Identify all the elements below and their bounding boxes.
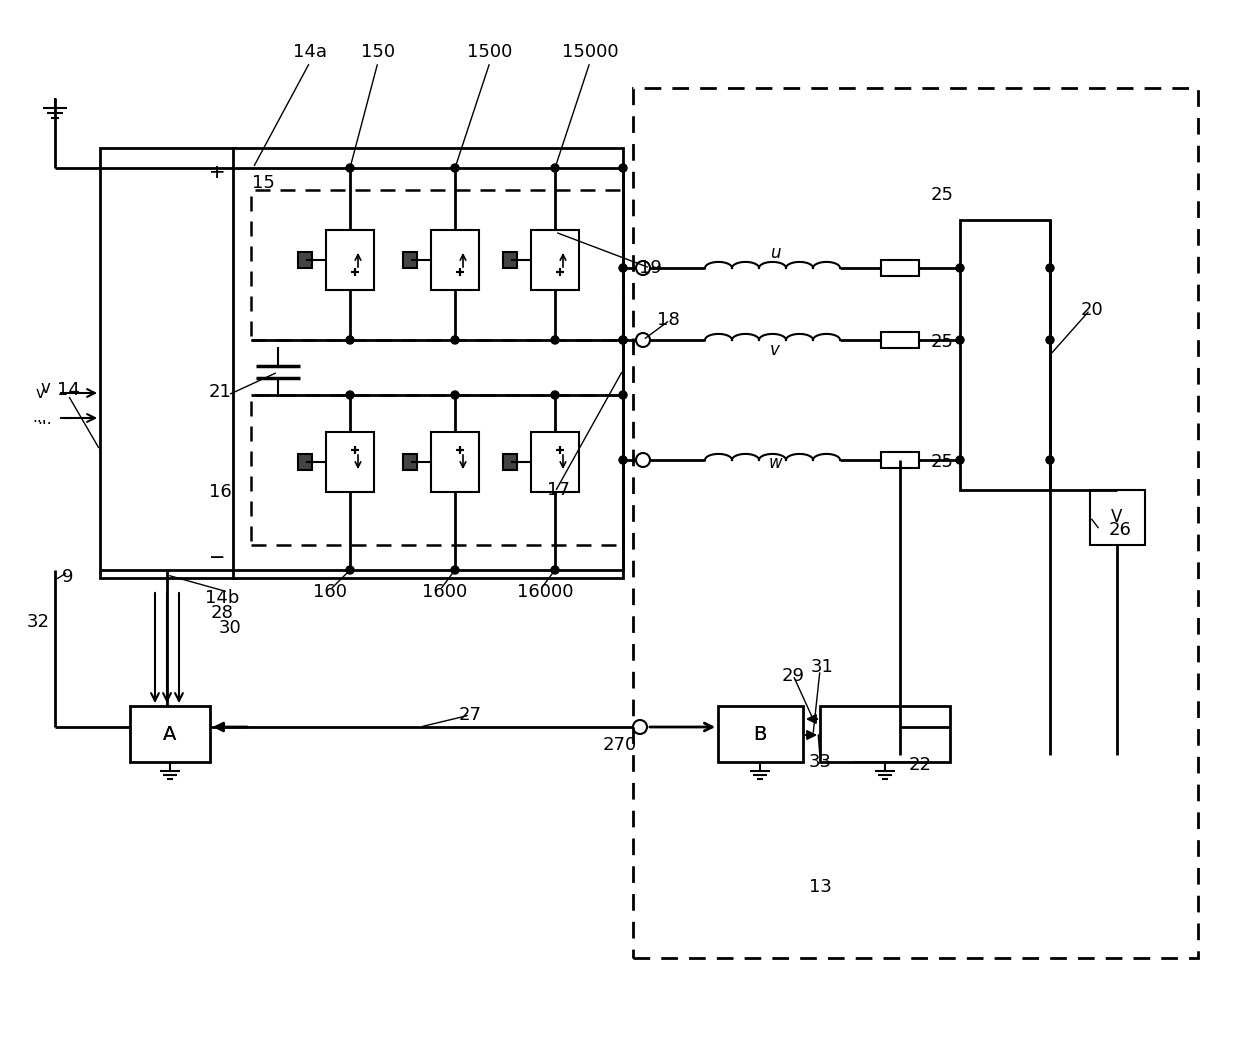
Bar	[531, 230, 579, 290]
Bar	[403, 252, 417, 268]
Text: v: v	[770, 341, 780, 359]
Circle shape	[956, 336, 963, 344]
Text: 33: 33	[808, 753, 832, 771]
Bar	[880, 452, 919, 468]
Text: A: A	[164, 724, 176, 743]
Text: 25: 25	[930, 453, 954, 471]
Text: 15000: 15000	[562, 43, 619, 61]
Bar	[298, 454, 312, 470]
Circle shape	[346, 566, 353, 574]
Text: w: w	[769, 454, 781, 472]
Text: 32: 32	[26, 612, 50, 631]
Circle shape	[451, 164, 459, 172]
Text: 13: 13	[808, 878, 832, 895]
Text: u: u	[770, 244, 780, 262]
Text: 1500: 1500	[467, 43, 512, 61]
Circle shape	[346, 391, 353, 399]
Text: 17: 17	[547, 480, 569, 499]
Text: 1600: 1600	[423, 583, 467, 601]
Circle shape	[956, 456, 963, 464]
Bar	[233, 148, 622, 578]
Circle shape	[346, 336, 353, 344]
Circle shape	[956, 264, 963, 272]
Bar	[503, 252, 517, 268]
Circle shape	[619, 164, 627, 172]
Circle shape	[619, 391, 627, 399]
Text: B: B	[754, 724, 766, 743]
Text: 28: 28	[211, 604, 233, 622]
Text: B: B	[754, 724, 766, 743]
Text: 160: 160	[312, 583, 347, 601]
Text: ...: ...	[32, 411, 47, 426]
Text: −: −	[208, 548, 226, 567]
Bar	[403, 454, 417, 470]
Text: 9: 9	[62, 568, 73, 586]
Text: 14b: 14b	[205, 589, 239, 607]
Bar	[326, 230, 374, 290]
Text: 16000: 16000	[517, 583, 573, 601]
Bar	[880, 332, 919, 348]
Text: −: −	[208, 548, 226, 567]
Text: 19: 19	[639, 259, 661, 277]
Bar	[432, 432, 479, 492]
Text: 20: 20	[1080, 301, 1104, 319]
Circle shape	[451, 566, 459, 574]
Bar	[298, 252, 312, 268]
Text: V: V	[1111, 508, 1122, 526]
Text: 27: 27	[459, 706, 481, 724]
Bar	[250, 190, 622, 340]
Circle shape	[619, 264, 627, 272]
Circle shape	[619, 456, 627, 464]
Text: 29: 29	[781, 667, 805, 685]
Bar	[503, 454, 517, 470]
Circle shape	[619, 336, 627, 344]
Text: A: A	[164, 724, 176, 743]
Text: 14a: 14a	[293, 43, 327, 61]
Text: +: +	[208, 164, 226, 183]
Text: 25: 25	[930, 333, 954, 351]
Text: 26: 26	[1109, 521, 1131, 539]
Circle shape	[551, 336, 559, 344]
Bar	[632, 88, 1198, 958]
Text: 25: 25	[930, 186, 954, 204]
Bar	[1090, 490, 1145, 545]
Bar	[100, 148, 236, 578]
Bar	[960, 220, 1050, 490]
Bar	[820, 706, 950, 762]
Bar	[432, 230, 479, 290]
Bar	[130, 706, 210, 762]
Circle shape	[451, 336, 459, 344]
Bar	[531, 432, 579, 492]
Circle shape	[1047, 456, 1054, 464]
Bar	[880, 260, 919, 276]
Text: 22: 22	[909, 756, 931, 774]
Circle shape	[451, 391, 459, 399]
Circle shape	[619, 336, 627, 344]
Circle shape	[1047, 336, 1054, 344]
Bar	[250, 395, 622, 545]
Text: 30: 30	[218, 619, 242, 637]
Bar	[718, 706, 804, 762]
Text: 15: 15	[252, 174, 274, 192]
Text: 16: 16	[208, 483, 232, 501]
Text: 21: 21	[208, 383, 232, 401]
Circle shape	[1047, 264, 1054, 272]
Text: ...: ...	[37, 413, 52, 428]
Bar	[326, 432, 374, 492]
Text: 18: 18	[657, 312, 680, 329]
Text: +: +	[208, 164, 226, 183]
Circle shape	[551, 391, 559, 399]
Circle shape	[346, 164, 353, 172]
Text: v: v	[36, 385, 45, 400]
Text: v: v	[40, 379, 50, 397]
Circle shape	[551, 164, 559, 172]
Text: 31: 31	[811, 658, 833, 676]
Text: 270: 270	[603, 736, 637, 754]
Circle shape	[551, 566, 559, 574]
Text: 14: 14	[57, 381, 79, 399]
Text: 150: 150	[361, 43, 396, 61]
